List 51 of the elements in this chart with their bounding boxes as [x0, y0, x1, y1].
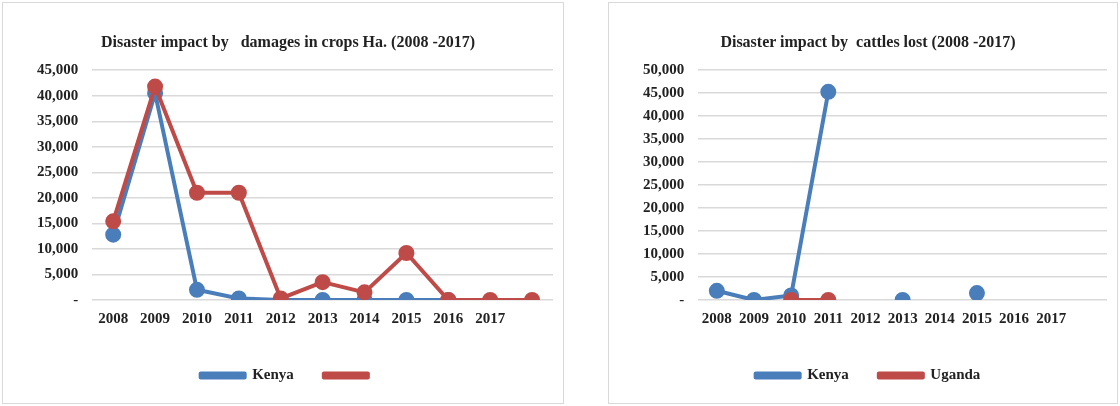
y-tick-label: 20,000 [643, 198, 685, 215]
legend-label: Kenya [252, 366, 295, 383]
x-tick-label: 2017 [1036, 309, 1067, 326]
y-tick-label: 30,000 [37, 137, 79, 154]
x-tick-label: 2014 [349, 309, 381, 326]
x-tick-label: 2008 [98, 309, 129, 326]
point [230, 184, 247, 201]
x-tick-label: 2008 [701, 309, 732, 326]
y-tick-label: 40,000 [643, 107, 685, 124]
chart-title: Disaster impact by damages in crops Ha. (2008 -2017) [100, 32, 476, 51]
x-tick-label: 2015 [391, 309, 422, 326]
y-tick-label: - [73, 290, 79, 307]
y-tick-label: 15,000 [643, 221, 685, 238]
y-tick-label: 45,000 [643, 84, 685, 101]
x-tick-label: 2016 [999, 309, 1030, 326]
x-tick-label: 2011 [224, 309, 254, 326]
x-tick-label: 2017 [475, 309, 506, 326]
legend-label: Uganda [930, 366, 981, 383]
x-tick-label: 2009 [738, 309, 769, 326]
x-tick-label: 2012 [265, 309, 296, 326]
x-tick-label: 2011 [813, 309, 843, 326]
y-tick-label: 20,000 [37, 188, 79, 205]
y-tick-label: 5,000 [650, 267, 685, 284]
y-tick-label: 40,000 [37, 86, 79, 103]
y-tick-label: 25,000 [643, 175, 685, 192]
x-tick-label: 2010 [181, 309, 212, 326]
y-tick-label: 45,000 [37, 61, 79, 78]
point [105, 213, 122, 230]
y-tick-label: 30,000 [643, 152, 685, 169]
point [188, 184, 205, 201]
y-tick-label: - [679, 290, 685, 307]
point [820, 83, 837, 100]
x-tick-label: 2012 [850, 309, 881, 326]
x-tick-label: 2015 [961, 309, 992, 326]
x-tick-label: 2016 [433, 309, 464, 326]
point [105, 226, 122, 243]
y-tick-label: 15,000 [37, 214, 79, 231]
x-tick-label: 2009 [140, 309, 171, 326]
y-tick-label: 10,000 [37, 239, 79, 256]
legend-label: Kenya [807, 366, 850, 383]
x-tick-label: 2010 [776, 309, 807, 326]
y-tick-label: 10,000 [643, 244, 685, 261]
x-tick-label: 2013 [307, 309, 338, 326]
y-tick-label: 35,000 [643, 130, 685, 147]
y-tick-label: 35,000 [37, 112, 79, 129]
y-tick-label: 50,000 [643, 61, 685, 78]
x-tick-label: 2013 [887, 309, 918, 326]
chart-title: Disaster impact by cattles lost (2008 -2017) [720, 32, 1016, 51]
y-tick-label: 25,000 [37, 163, 79, 180]
y-tick-label: 5,000 [44, 265, 79, 282]
x-tick-label: 2014 [924, 309, 956, 326]
